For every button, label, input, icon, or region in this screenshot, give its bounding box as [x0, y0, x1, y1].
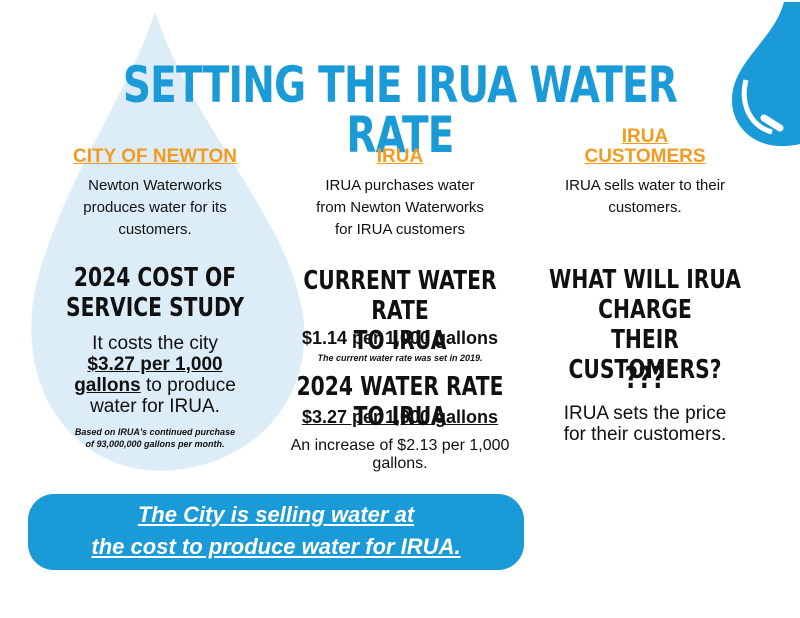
current-rate-heading: CURRENT WATER RATE TO IRUA — [303, 266, 497, 356]
summary-banner: The City is selling water at the cost to… — [28, 494, 524, 570]
customers-price-text: IRUA sets the price for their customers. — [563, 403, 727, 445]
page-title: SETTING THE IRUA WATER RATE — [122, 56, 678, 164]
new-rate-heading: 2024 WATER RATE TO IRUA — [296, 372, 504, 432]
irua-customers-heading: IRUA CUSTOMERS — [584, 126, 706, 167]
irua-heading: IRUA — [376, 146, 424, 167]
banner-line-2: the cost to produce water for IRUA. — [91, 534, 461, 559]
newton-description: Newton Waterworks produces water for its… — [83, 177, 227, 238]
city-of-newton-heading: CITY OF NEWTON — [73, 146, 237, 167]
current-rate-value: $1.14 per 1,000 gallons — [301, 328, 499, 348]
banner-line-1: The City is selling water at — [137, 502, 415, 527]
newton-note: Based on IRUA's continued purchase of 93… — [74, 427, 236, 450]
question-marks: ??? — [624, 361, 666, 396]
water-drop-icon — [732, 2, 800, 147]
rate-increase-text: An increase of $2.13 per 1,000 gallons. — [290, 437, 510, 472]
customer-charge-question: WHAT WILL IRUA CHARGE THEIR CUSTOMERS? — [549, 265, 741, 385]
cost-of-service-heading: 2024 COST OF SERVICE STUDY — [65, 263, 245, 323]
irua-description: IRUA purchases water from Newton Waterwo… — [316, 177, 484, 238]
customers-description: IRUA sells water to their customers. — [564, 177, 726, 216]
newton-cost-text: It costs the city $3.27 per 1,000 gallon… — [74, 333, 236, 417]
current-rate-note: The current water rate was set in 2019. — [317, 353, 483, 363]
new-rate-value: $3.27 per 1,000 gallons — [301, 407, 499, 427]
